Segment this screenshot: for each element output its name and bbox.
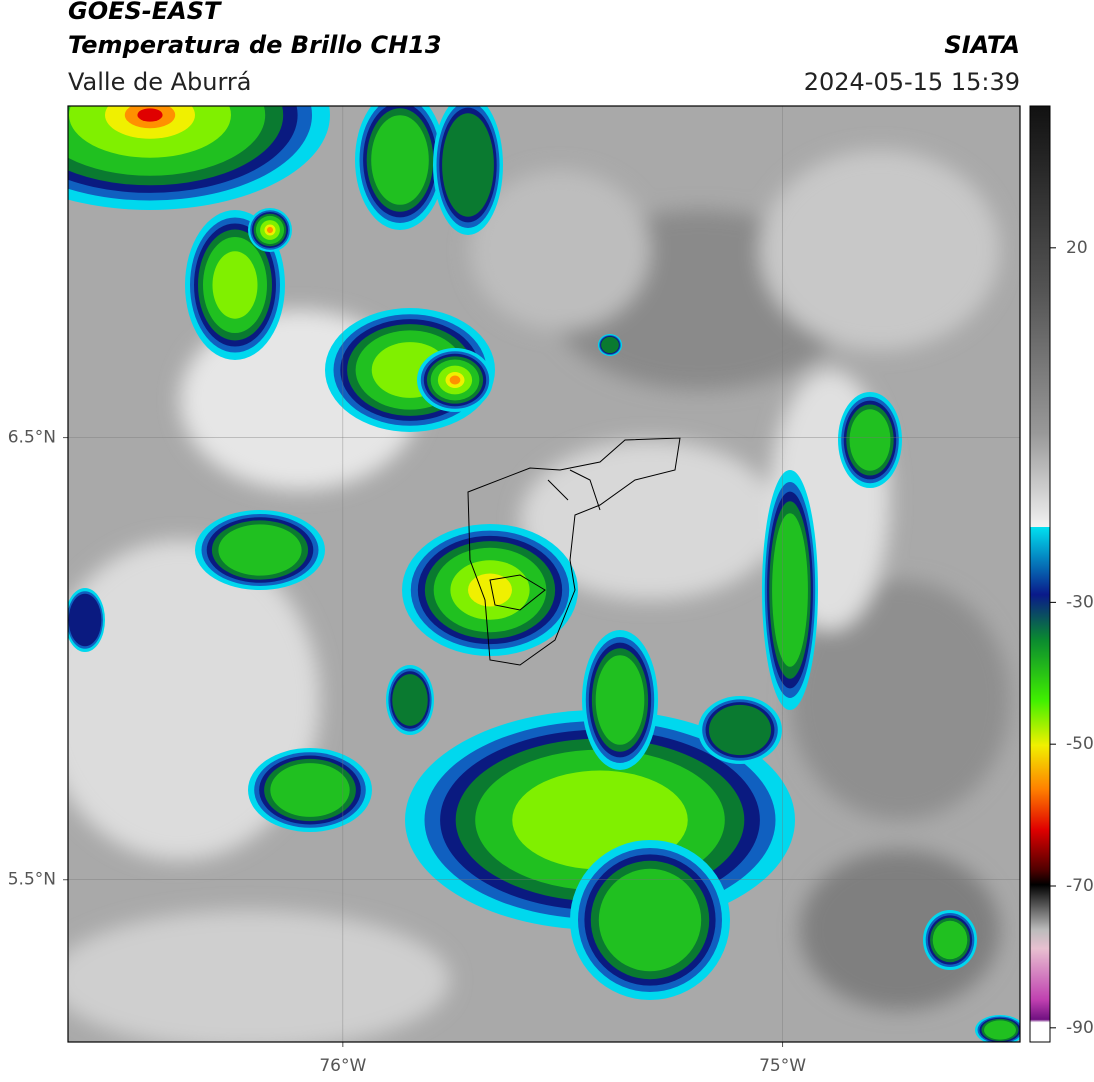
cloud-top [270,763,350,817]
lon-tick-label: 75°W [759,1056,806,1076]
source: SIATA [944,31,1020,59]
cloud-top [708,704,772,756]
colorbar-tick-label: -50 [1066,734,1094,754]
cloud-top [218,524,302,576]
cloud-top [137,108,163,122]
grid [63,106,1020,1047]
cloud-patch [68,910,450,1042]
cloud-patch [760,150,1000,350]
cloud-top [442,113,494,217]
lon-tick-label: 76°W [319,1056,366,1076]
cloud-tops [68,106,1020,1042]
cloud-patch [520,440,780,600]
title-1: GOES-EAST [68,0,222,25]
cloud-top [449,375,461,385]
cloud-patch [790,580,1010,820]
lat-tick-label: 5.5°N [8,870,56,890]
cloud-top [595,655,645,745]
title-2: Temperatura de Brillo CH13 [68,31,442,59]
cloud-top [371,115,429,205]
datetime: 2024-05-15 15:39 [804,68,1020,96]
cloud-top [266,226,274,234]
region: Valle de Aburrá [68,68,252,96]
colorbar [1029,105,1051,1043]
cloud-top [601,336,619,354]
cloud-top [68,593,102,647]
lat-tick-label: 6.5°N [8,428,56,448]
colorbar-tick-label: -70 [1066,876,1094,896]
cloud-texture [68,150,1010,1042]
colorbar-tick-label: -30 [1066,592,1094,612]
cloud-top [932,920,968,960]
map [68,106,1020,1042]
cloud-top [849,409,891,471]
municipality-outline [467,437,681,666]
cloud-top [598,868,702,972]
cloud-top [772,513,808,667]
cloud-top [468,573,512,607]
colorbar-tick-label: -90 [1066,1018,1094,1038]
cloud-top [392,674,428,726]
colorbar-tick-label: 20 [1066,238,1088,258]
cloud-patch [470,170,650,330]
cloud-top [984,1020,1016,1040]
cloud-top [212,251,258,319]
map-frame [67,105,1021,1043]
